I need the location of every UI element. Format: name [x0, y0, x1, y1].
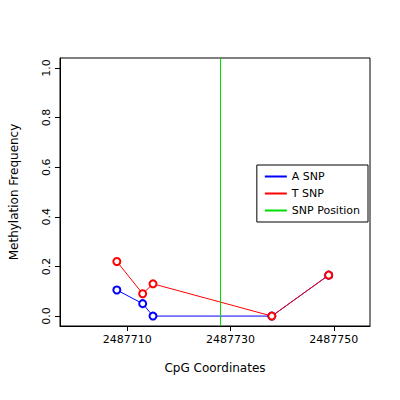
svg-text:CpG Coordinates: CpG Coordinates [164, 361, 265, 375]
svg-text:2487730: 2487730 [206, 333, 255, 346]
svg-text:1.0: 1.0 [40, 59, 53, 77]
svg-text:0.4: 0.4 [40, 208, 53, 226]
svg-text:0.2: 0.2 [40, 258, 53, 276]
svg-text:0.8: 0.8 [40, 109, 53, 127]
svg-text:0.6: 0.6 [40, 158, 53, 176]
svg-text:0.0: 0.0 [40, 307, 53, 325]
svg-text:2487750: 2487750 [309, 333, 358, 346]
svg-text:A SNP: A SNP [292, 170, 325, 183]
svg-text:2487710: 2487710 [103, 333, 152, 346]
svg-text:T SNP: T SNP [291, 187, 324, 200]
svg-text:SNP Position: SNP Position [292, 204, 360, 217]
svg-text:Methylation Frequency: Methylation Frequency [7, 124, 21, 261]
